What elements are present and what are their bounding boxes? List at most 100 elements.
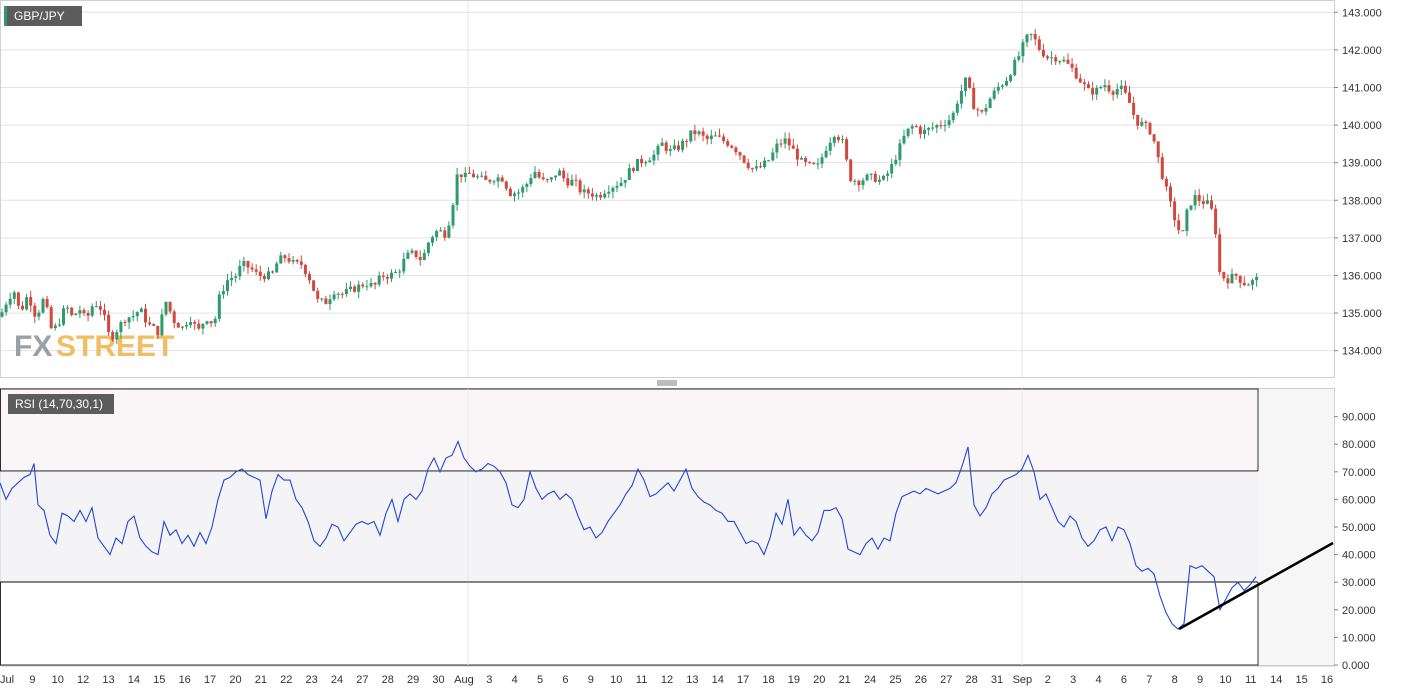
candle-body — [1025, 34, 1029, 43]
x-axis-label: 20 — [229, 674, 241, 686]
candle-body — [21, 305, 24, 310]
x-axis-label: 27 — [940, 674, 952, 686]
candle-body — [1082, 82, 1086, 85]
candle-body — [947, 120, 951, 126]
x-axis-label: 6 — [562, 674, 568, 686]
candle-body — [660, 142, 664, 146]
candle-body — [545, 179, 549, 181]
x-axis-label: 13 — [102, 674, 114, 686]
candle-body — [176, 323, 180, 328]
candle-body — [1119, 85, 1123, 89]
candle-body — [1078, 78, 1082, 83]
candle-body — [57, 324, 61, 326]
candle-body — [959, 91, 963, 104]
candle-body — [1091, 88, 1095, 95]
candle-body — [193, 322, 197, 324]
candle-body — [316, 290, 320, 299]
candle-body — [476, 176, 480, 178]
candle-body — [746, 162, 750, 169]
candle-body — [332, 294, 336, 300]
candle-body — [824, 150, 828, 158]
candle-body — [570, 179, 574, 186]
rsi-tick-label: 50.000 — [1342, 522, 1376, 534]
candle-body — [783, 138, 787, 144]
x-axis-label: 15 — [153, 674, 165, 686]
x-axis-label: 14 — [712, 674, 724, 686]
candle-body — [45, 298, 49, 308]
x-axis-label: 31 — [991, 674, 1003, 686]
panel-resize-handle[interactable] — [657, 380, 677, 386]
candle-body — [1152, 134, 1156, 142]
candle-body — [656, 145, 660, 155]
candlestick-series — [0, 29, 1259, 345]
candle-body — [771, 152, 775, 161]
candle-body — [882, 175, 885, 180]
candle-body — [1000, 85, 1004, 87]
candle-body — [1193, 194, 1197, 206]
candle-body — [759, 166, 762, 168]
candle-body — [849, 159, 853, 182]
candle-body — [521, 186, 525, 193]
candle-body — [1103, 85, 1107, 88]
x-axis-label: 24 — [331, 674, 343, 686]
candle-body — [463, 172, 467, 177]
candle-body — [164, 301, 168, 315]
candle-body — [103, 309, 106, 315]
candle-body — [312, 280, 316, 291]
candle-body — [992, 90, 996, 99]
candle-body — [299, 261, 303, 265]
candle-body — [426, 242, 430, 254]
candle-body — [1009, 75, 1013, 82]
candle-body — [1037, 39, 1041, 50]
candle-body — [451, 204, 455, 226]
candle-body — [431, 237, 434, 243]
candle-body — [869, 173, 873, 175]
candle-body — [1197, 194, 1201, 202]
candle-body — [1021, 42, 1025, 57]
x-axis-label: 9 — [588, 674, 594, 686]
x-axis-label: 20 — [813, 674, 825, 686]
candle-body — [1242, 282, 1246, 286]
x-axis-label: 23 — [305, 674, 317, 686]
candle-body — [943, 125, 947, 127]
x-axis-label: 18 — [762, 674, 774, 686]
candle-body — [931, 127, 935, 129]
candle-body — [504, 181, 508, 189]
candle-body — [508, 188, 512, 196]
candle-body — [250, 267, 254, 270]
price-tick-label: 138.000 — [1342, 195, 1382, 207]
candle-body — [734, 147, 738, 153]
candle-body — [217, 294, 221, 319]
candle-body — [754, 166, 758, 169]
rsi-tick-label: 90.000 — [1342, 412, 1376, 424]
price-panel[interactable] — [0, 0, 1335, 378]
candle-body — [980, 110, 984, 112]
candle-body — [1062, 59, 1066, 62]
candle-body — [767, 160, 771, 162]
candle-body — [972, 87, 976, 110]
candle-body — [1013, 59, 1017, 76]
candle-body — [1160, 157, 1164, 179]
candle-body — [4, 304, 8, 313]
candle-body — [361, 284, 365, 287]
candle-body — [62, 308, 65, 325]
x-axis-label: 9 — [1197, 674, 1203, 686]
price-grid — [1, 1, 1334, 377]
candle-body — [185, 325, 188, 327]
x-axis-label: 28 — [382, 674, 394, 686]
candle-body — [78, 310, 82, 314]
candle-body — [242, 261, 246, 266]
candle-body — [713, 135, 717, 137]
candle-body — [467, 172, 471, 174]
x-axis-label: 6 — [1121, 674, 1127, 686]
candle-body — [90, 306, 94, 316]
candle-body — [558, 170, 562, 176]
candle-body — [1218, 234, 1222, 273]
candle-body — [1099, 87, 1103, 89]
candle-body — [221, 291, 225, 295]
candle-body — [836, 136, 840, 140]
candle-body — [726, 141, 730, 146]
candle-body — [1132, 102, 1136, 115]
candle-body — [131, 316, 135, 318]
candle-body — [586, 189, 590, 194]
